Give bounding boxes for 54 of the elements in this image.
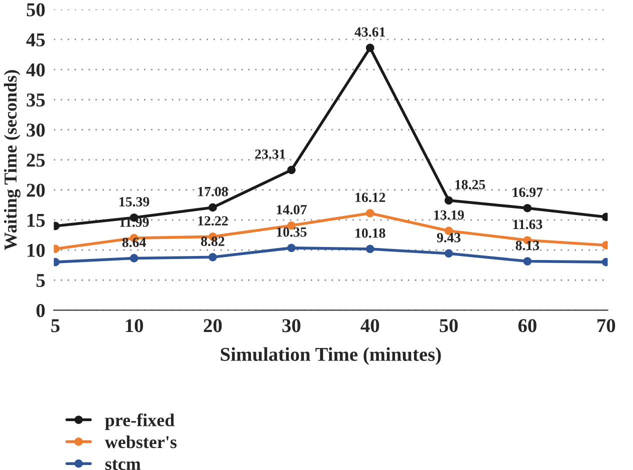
point bbox=[366, 44, 374, 52]
y-tick-label: 30 bbox=[26, 124, 45, 137]
point bbox=[208, 203, 217, 212]
legend-label: stcm bbox=[105, 460, 141, 470]
data-label: 10.18 bbox=[356, 228, 386, 238]
data-label: 11.63 bbox=[513, 220, 542, 230]
data-label: 23.31 bbox=[255, 149, 286, 159]
x-tick-label: 5 bbox=[51, 319, 60, 332]
data-label: 12.22 bbox=[198, 216, 228, 226]
y-tick-label: 15 bbox=[28, 214, 45, 227]
data-label: 9.43 bbox=[436, 232, 460, 242]
data-label: 8.82 bbox=[201, 236, 224, 246]
point bbox=[287, 244, 296, 252]
data-label: 8.64 bbox=[122, 238, 146, 248]
point bbox=[366, 244, 374, 254]
y-tick-label: 25 bbox=[26, 154, 45, 167]
point bbox=[523, 204, 532, 212]
y-tick-label: 5 bbox=[36, 274, 45, 288]
data-label: 8.13 bbox=[516, 240, 540, 250]
x-tick-label: 60 bbox=[518, 319, 536, 332]
x-tick-label: 70 bbox=[597, 319, 616, 332]
legend-label: webster's bbox=[104, 435, 177, 448]
data-label: 16.97 bbox=[512, 188, 543, 198]
legend-label: pre-fixed bbox=[105, 413, 174, 430]
point bbox=[523, 257, 532, 266]
data-label: 15.39 bbox=[120, 197, 150, 207]
data-label: 11.99 bbox=[120, 218, 149, 227]
x-tick-label: 50 bbox=[440, 319, 458, 332]
y-tick-label: 45 bbox=[26, 33, 45, 46]
x-tick-label: 30 bbox=[282, 319, 300, 332]
y-tick-label: 0 bbox=[36, 304, 45, 318]
y-tick-label: 40 bbox=[26, 63, 45, 76]
data-label: 16.12 bbox=[356, 192, 386, 202]
y-axis-title: Waiting Time (seconds) bbox=[4, 70, 20, 250]
x-axis-title: Simulation Time (minutes) bbox=[220, 347, 441, 365]
y-tick-label: 35 bbox=[26, 94, 45, 107]
point bbox=[208, 252, 217, 262]
x-tick-label: 20 bbox=[204, 319, 222, 332]
y-tick-label: 10 bbox=[28, 244, 45, 257]
y-tick-label: 20 bbox=[26, 184, 45, 197]
point bbox=[287, 166, 296, 174]
data-label: 13.19 bbox=[434, 210, 464, 220]
point bbox=[444, 196, 453, 205]
data-label: 18.25 bbox=[455, 180, 486, 190]
data-label: 14.07 bbox=[276, 205, 307, 214]
data-label: 10.35 bbox=[276, 227, 307, 237]
data-label: 43.61 bbox=[354, 27, 385, 37]
x-tick-label: 10 bbox=[126, 319, 144, 332]
point bbox=[366, 209, 374, 218]
data-label: 17.08 bbox=[198, 186, 228, 196]
point bbox=[444, 249, 453, 258]
point bbox=[130, 254, 138, 262]
y-tick-label: 50 bbox=[26, 3, 45, 16]
x-tick-label: 40 bbox=[360, 319, 380, 332]
